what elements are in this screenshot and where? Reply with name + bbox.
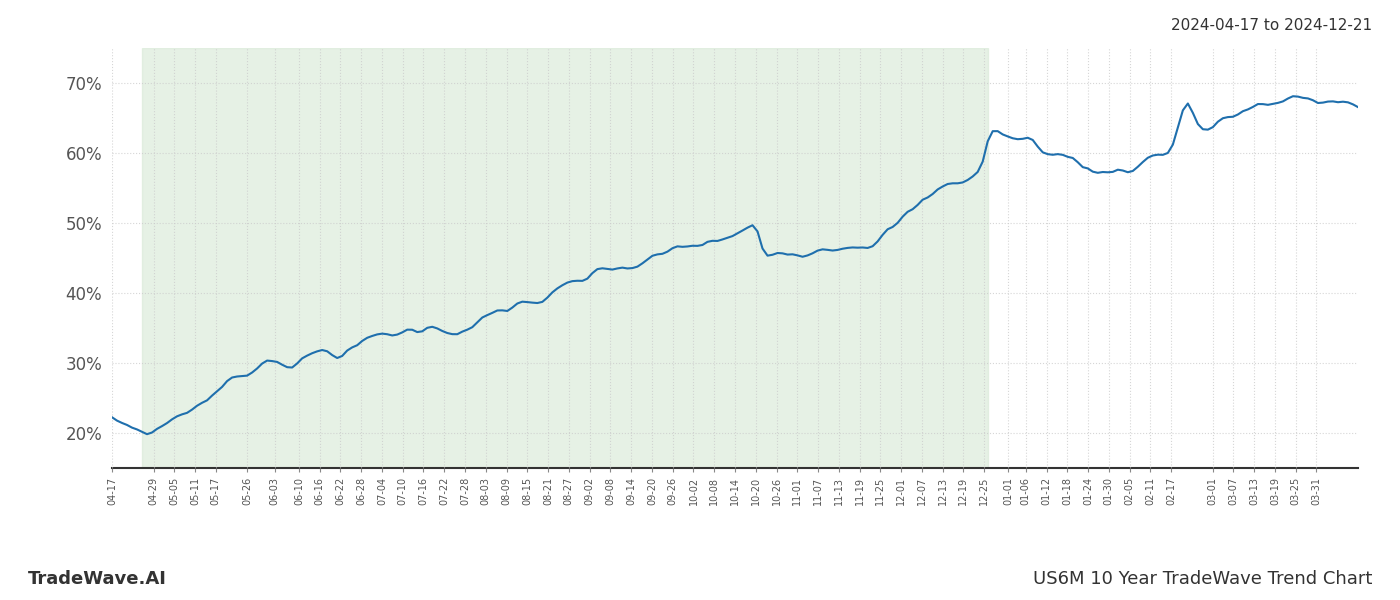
Text: US6M 10 Year TradeWave Trend Chart: US6M 10 Year TradeWave Trend Chart [1033,570,1372,588]
Bar [141,48,988,468]
Text: 2024-04-17 to 2024-12-21: 2024-04-17 to 2024-12-21 [1170,18,1372,33]
Text: TradeWave.AI: TradeWave.AI [28,570,167,588]
